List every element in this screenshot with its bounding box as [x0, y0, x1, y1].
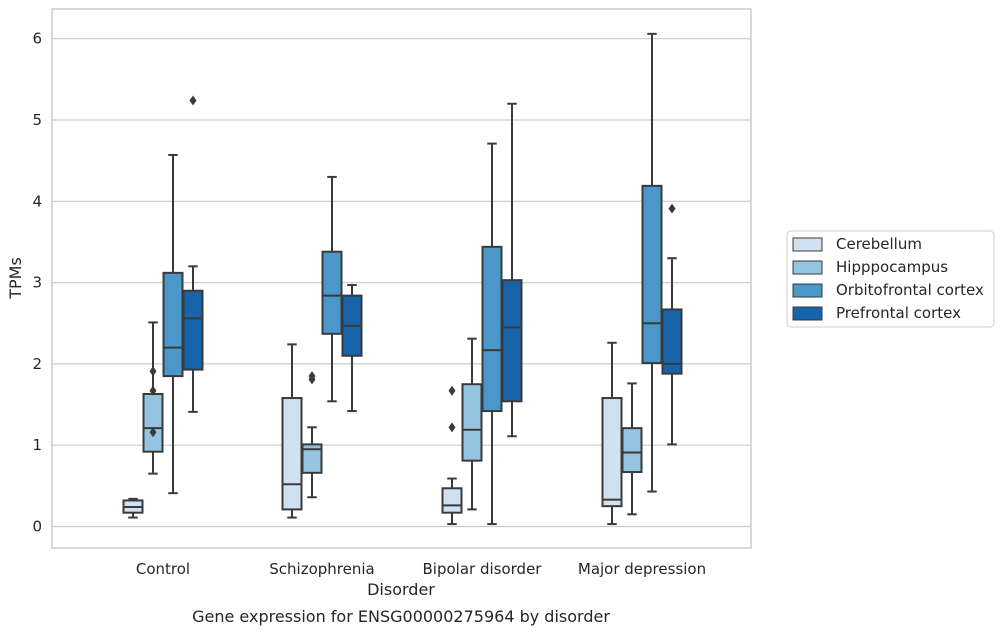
box-body	[142, 392, 164, 453]
x-tick-label: Control	[136, 560, 190, 578]
box	[321, 175, 343, 403]
y-tick-label: 1	[32, 436, 42, 454]
x-tick-label: Bipolar disorder	[423, 560, 543, 578]
series-cerebellum	[122, 341, 623, 526]
legend-swatch	[792, 306, 823, 321]
outlier-point	[149, 385, 157, 396]
legend-swatch	[792, 283, 823, 298]
x-tick-label: Schizophrenia	[269, 560, 374, 578]
x-tick-label: Major depression	[578, 560, 706, 578]
box-body	[301, 443, 323, 474]
x-axis-label: Disorder	[367, 580, 435, 599]
legend-label: Orbitofrontal cortex	[836, 281, 984, 299]
outlier-point	[308, 374, 316, 385]
legend-label: Cerebellum	[836, 235, 922, 253]
y-tick-label: 0	[32, 518, 42, 536]
series-orbitofrontal-cortex	[162, 32, 663, 526]
box-body	[481, 245, 503, 413]
box	[122, 497, 144, 519]
box-body	[641, 184, 663, 365]
series-prefrontal-cortex	[182, 95, 683, 446]
outlier-point	[448, 385, 456, 396]
box	[641, 32, 663, 493]
box	[182, 95, 204, 413]
x-axis-ticks: Control Schizophrenia Bipolar disorder Majo…	[136, 560, 706, 578]
legend-label: Prefrontal cortex	[836, 304, 961, 322]
legend-swatch	[792, 260, 823, 275]
box	[341, 284, 363, 413]
outlier-point	[448, 422, 456, 433]
y-axis-ticks: 0 1 2 3 4 5 6	[32, 30, 42, 536]
box-body	[441, 487, 463, 514]
outlier-point	[668, 203, 676, 214]
box	[142, 321, 164, 475]
y-tick-label: 2	[32, 355, 42, 373]
box-body	[281, 397, 303, 511]
legend-item: Hipppocampus	[792, 258, 948, 276]
legend-label: Hipppocampus	[836, 258, 948, 276]
box	[301, 371, 323, 499]
box-body	[461, 383, 483, 462]
y-tick-label: 6	[32, 30, 42, 48]
legend-item: Cerebellum	[792, 235, 922, 253]
box	[441, 385, 463, 526]
box-body	[501, 279, 523, 403]
outlier-point	[149, 366, 157, 377]
box-body	[661, 308, 683, 375]
box-body	[601, 397, 623, 508]
box	[501, 102, 523, 438]
legend-frame	[786, 230, 995, 328]
y-tick-label: 4	[32, 192, 42, 210]
chart-caption: Gene expression for ENSG00000275964 by d…	[192, 607, 610, 626]
outlier-point	[189, 95, 197, 106]
box-body	[162, 271, 184, 378]
y-tick-label: 5	[32, 111, 42, 129]
box-body	[621, 427, 643, 474]
box	[621, 382, 643, 516]
box	[661, 203, 683, 446]
y-axis-label: TPMs	[6, 257, 25, 300]
y-tick-label: 3	[32, 274, 42, 292]
box	[461, 337, 483, 511]
legend: Cerebellum Hipppocampus Orbitofrontal cort…	[786, 230, 995, 328]
box-body	[321, 250, 343, 335]
outlier-point	[149, 427, 157, 438]
legend-item: Orbitofrontal cortex	[792, 281, 984, 299]
series-hipppocampus	[142, 321, 643, 516]
legend-swatch	[792, 237, 823, 252]
box	[481, 142, 503, 526]
box-body	[182, 289, 204, 371]
legend-item: Prefrontal cortex	[792, 304, 961, 322]
box	[162, 153, 184, 495]
box-series	[122, 32, 683, 526]
plot-frame	[51, 8, 752, 549]
